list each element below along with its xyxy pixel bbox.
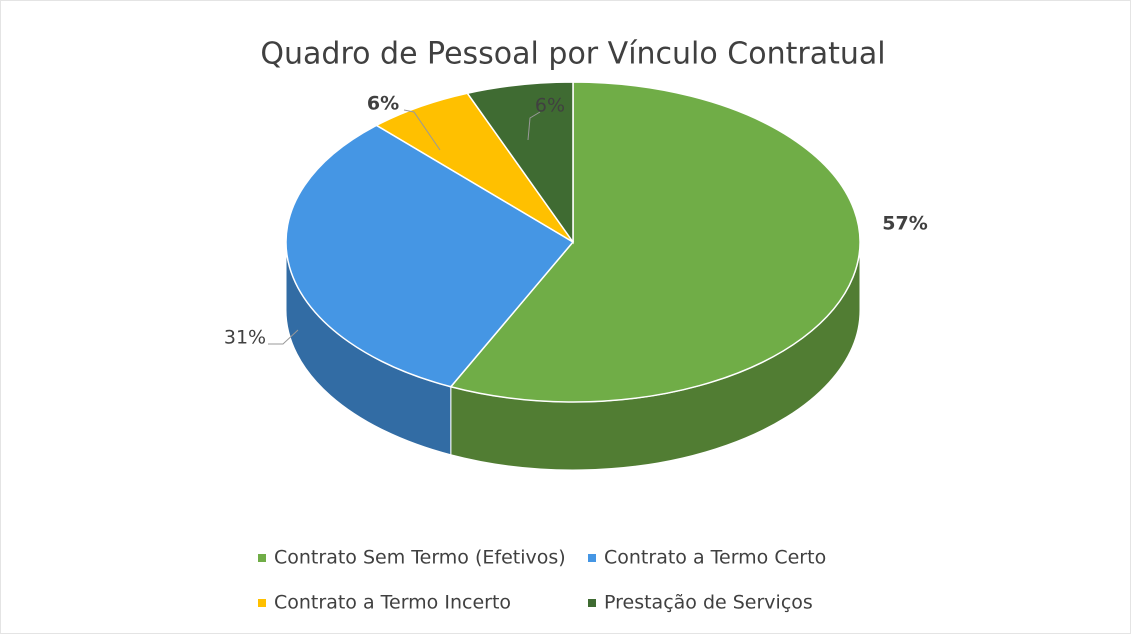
pie: 57% 31% 6% 6% (224, 81, 928, 471)
data-label: 31% (224, 327, 266, 349)
slice (449, 81, 861, 403)
legend-label: Contrato a Termo Certo (604, 547, 826, 569)
leader-line (527, 111, 541, 141)
legend-swatch (258, 554, 266, 562)
legend-swatch (588, 554, 596, 562)
legend-label: Contrato a Termo Incerto (274, 592, 511, 614)
slice (285, 124, 575, 388)
chart-title: Quadro de Pessoal por Vínculo Contratual (260, 37, 885, 72)
legend-swatch (258, 599, 266, 607)
data-label: 6% (367, 93, 399, 115)
data-label: 6% (535, 95, 565, 117)
data-label: 57% (882, 213, 927, 235)
slice (466, 81, 574, 245)
legend-swatch (588, 599, 596, 607)
legend-label: Prestação de Serviços (604, 592, 813, 614)
legend-label: Contrato Sem Termo (Efetivos) (274, 547, 566, 569)
leader-line (268, 329, 299, 345)
leader-line (403, 109, 441, 151)
legend: Contrato Sem Termo (Efetivos) Contrato a … (258, 547, 826, 614)
